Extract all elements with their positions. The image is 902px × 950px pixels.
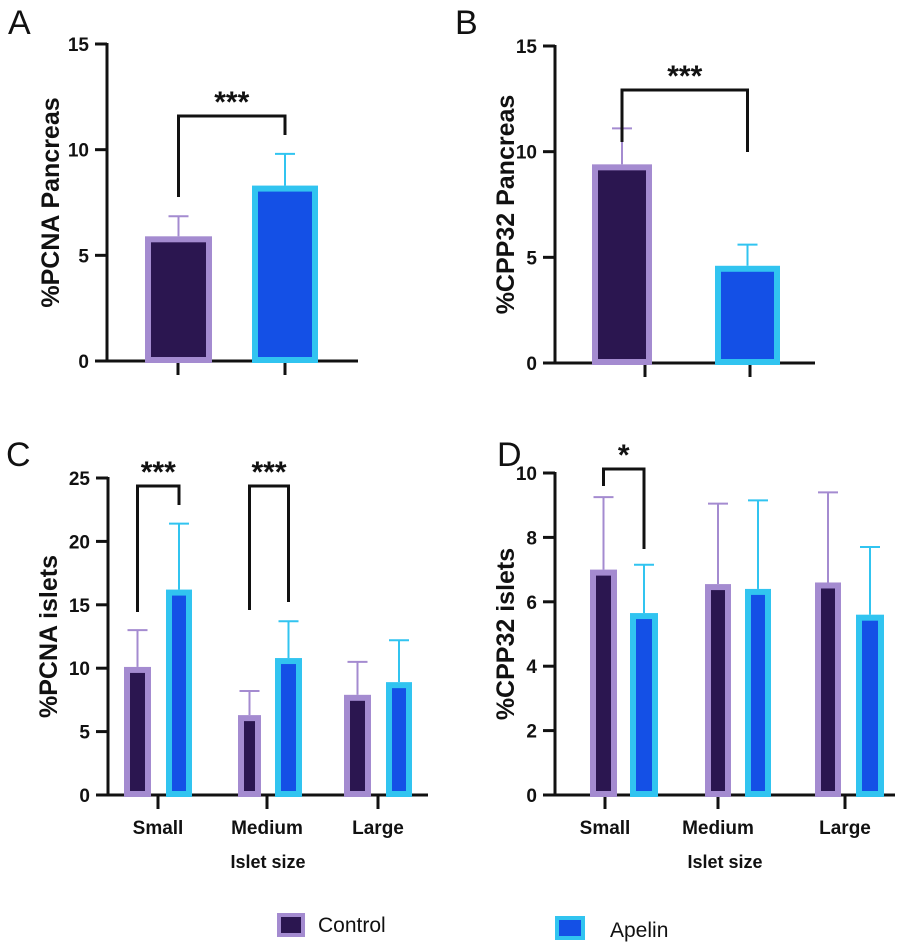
- significance-label: ***: [214, 86, 249, 119]
- significance-label: ***: [141, 456, 176, 489]
- panel-letter: B: [455, 4, 478, 42]
- y-tick-label: 15: [68, 35, 90, 56]
- y-tick-label: 6: [526, 593, 537, 614]
- panel-letter: D: [497, 436, 522, 474]
- x-tick-label: Large: [352, 818, 404, 839]
- y-tick-label: 15: [516, 37, 538, 58]
- legend-swatch-apelin: [555, 916, 585, 940]
- y-tick-label: 5: [79, 723, 90, 744]
- x-axis-label: Islet size: [230, 852, 305, 872]
- significance-label: ***: [667, 60, 702, 93]
- y-tick-label: 20: [69, 532, 90, 553]
- x-tick-label: Small: [133, 818, 184, 839]
- panel-letter: C: [6, 436, 31, 474]
- bar-control: [238, 715, 261, 798]
- y-tick-label: 0: [78, 352, 89, 373]
- significance-bracket: [136, 484, 181, 612]
- bar-apelin: [630, 613, 658, 797]
- bar-apelin: [856, 614, 884, 797]
- panel-A: A 0 5 10 15 %PCNA Pancreas ***: [8, 4, 358, 375]
- legend-label-apelin: Apelin: [610, 919, 668, 942]
- legend-label-control: Control: [318, 914, 386, 937]
- y-tick-label: 10: [516, 143, 537, 164]
- significance-bracket: [602, 467, 646, 549]
- panel-D: D 0 2 4 6 8 10 Small Medium Large %CPP32 islets Isl…: [492, 436, 895, 872]
- bar-apelin: [275, 658, 302, 798]
- bar-apelin: [252, 185, 318, 363]
- bar-apelin: [715, 265, 780, 365]
- x-axis-label: Islet size: [687, 852, 762, 872]
- y-tick-label: 0: [526, 786, 537, 807]
- legend-swatch-control: [277, 913, 305, 937]
- bar-apelin: [166, 589, 192, 797]
- bar-control: [344, 694, 371, 797]
- panel-C: C 0 5 10 15 20 25 Small Medium Large %PCNA islets I…: [6, 436, 428, 872]
- y-axis-label: %CPP32 Pancreas: [492, 95, 520, 315]
- bar-apelin: [386, 682, 412, 798]
- panel-letter: A: [8, 4, 31, 42]
- legend: Control Apelin: [277, 913, 668, 942]
- y-tick-label: 0: [526, 354, 537, 375]
- significance-bracket: [620, 88, 749, 152]
- bar-control: [590, 569, 617, 797]
- bar-control: [124, 666, 151, 798]
- significance-label: ***: [251, 456, 286, 489]
- significance-bracket: [248, 484, 290, 610]
- y-tick-label: 10: [516, 464, 537, 485]
- y-tick-label: 8: [526, 528, 537, 549]
- x-tick-label: Medium: [682, 818, 754, 839]
- bar-control: [815, 582, 841, 797]
- y-tick-label: 10: [69, 659, 90, 680]
- significance-bracket: [177, 114, 287, 197]
- y-tick-label: 4: [526, 657, 537, 678]
- bar-apelin: [745, 588, 771, 797]
- bar-control: [145, 236, 212, 364]
- y-axis-label: %PCNA Pancreas: [37, 97, 65, 307]
- x-tick-label: Large: [819, 818, 871, 839]
- y-tick-label: 15: [69, 596, 91, 617]
- y-tick-label: 0: [79, 786, 90, 807]
- panel-B: B 0 5 10 15 %CPP32 Pancreas ***: [455, 4, 815, 377]
- significance-label: *: [618, 439, 630, 472]
- y-axis-label: %CPP32 islets: [492, 548, 520, 720]
- y-tick-label: 25: [69, 469, 91, 490]
- y-tick-label: 5: [526, 248, 537, 269]
- y-tick-label: 5: [78, 246, 89, 267]
- y-tick-label: 2: [526, 722, 537, 743]
- x-tick-label: Medium: [231, 818, 303, 839]
- y-axis-label: %PCNA islets: [35, 555, 63, 718]
- y-tick-label: 10: [68, 141, 89, 162]
- bar-control: [705, 584, 731, 798]
- bar-control: [592, 164, 652, 365]
- x-tick-label: Small: [580, 818, 631, 839]
